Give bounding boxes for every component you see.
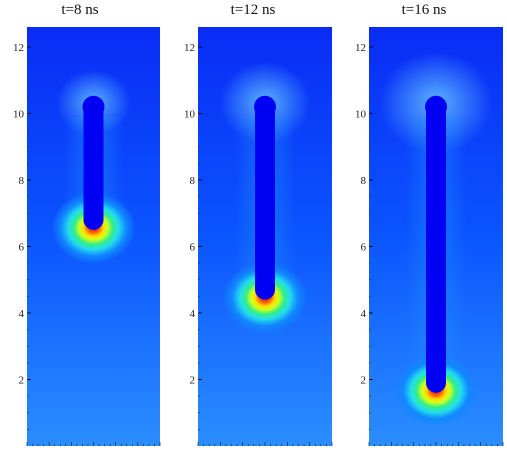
y-tick-label: 12	[355, 42, 366, 54]
panel-plot: 2 4 6 8 10 12	[184, 27, 333, 446]
x-axis	[368, 442, 504, 446]
panel-title: t=8 ns	[61, 2, 99, 18]
y-tick-label: 2	[19, 374, 25, 386]
channel-body	[426, 106, 446, 393]
y-axis: 2 4 6 8 10 12	[355, 29, 373, 430]
heatmap-field	[27, 27, 160, 446]
channel-head	[254, 95, 276, 118]
y-tick-label: 10	[13, 108, 25, 120]
y-tick-label: 8	[190, 175, 196, 187]
y-tick-label: 10	[184, 108, 196, 120]
y-axis: 2 4 6 8 10 12	[13, 29, 31, 430]
panel-t8: t=8 ns 2 4 6 8 10 12	[0, 0, 169, 451]
channel-body	[255, 106, 275, 300]
y-tick-label: 4	[190, 308, 196, 320]
panel-plot: 2 4 6 8 10 12	[355, 27, 504, 446]
channel-head	[425, 95, 447, 118]
y-tick-label: 2	[190, 374, 196, 386]
heatmap-field	[369, 27, 503, 446]
y-axis: 2 4 6 8 10 12	[184, 29, 202, 430]
y-tick-label: 12	[13, 42, 24, 54]
panel-title: t=16 ns	[401, 2, 447, 18]
y-tick-label: 6	[190, 241, 196, 253]
y-tick-label: 4	[361, 308, 367, 320]
panel-plot: 2 4 6 8 10 12	[13, 27, 161, 446]
panel-title: t=12 ns	[230, 2, 276, 18]
y-tick-label: 4	[19, 308, 25, 320]
panel-t16: t=16 ns 2 4 6 8 10 12	[338, 0, 507, 451]
heatmap-field	[198, 27, 332, 446]
x-axis	[197, 442, 333, 446]
panel-t12: t=12 ns 2 4 6 8 10 12	[169, 0, 338, 451]
x-axis	[26, 442, 161, 446]
y-tick-label: 6	[361, 241, 367, 253]
channel-body	[83, 106, 104, 230]
y-tick-label: 10	[355, 108, 367, 120]
y-tick-label: 12	[184, 42, 195, 54]
y-tick-label: 8	[361, 175, 367, 187]
channel-head	[82, 95, 105, 118]
y-tick-label: 8	[19, 175, 25, 187]
y-tick-label: 2	[361, 374, 367, 386]
y-tick-label: 6	[19, 241, 25, 253]
